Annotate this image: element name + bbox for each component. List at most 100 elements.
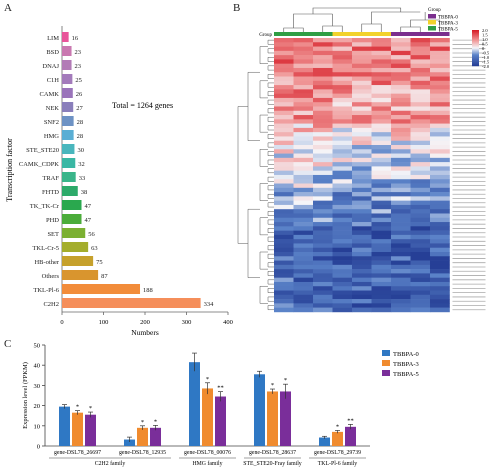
heatmap-cell (293, 162, 314, 167)
heatmap-cell (430, 256, 450, 261)
heatmap-cell (274, 281, 294, 287)
heatmap-cell (371, 234, 392, 240)
heatmap-cell (410, 230, 431, 236)
heatmap-cell (274, 166, 294, 171)
colorbar-tick-label: 2.0 (482, 28, 488, 33)
category-label: TRAF (42, 175, 59, 182)
heatmap-cell (313, 252, 333, 257)
y-tick-label: 0 (37, 444, 40, 451)
heatmap-cell (313, 192, 333, 197)
significance-mark: * (336, 423, 339, 430)
heatmap-cell (352, 149, 372, 154)
heatmap-cell (391, 286, 411, 291)
heatmap-cell (371, 196, 392, 201)
heatmap-cell (313, 97, 333, 103)
colorbar-segment (472, 45, 479, 47)
heatmap-cell (430, 149, 450, 154)
heatmap-cell (274, 115, 294, 120)
heatmap-cell (274, 196, 294, 201)
significance-mark: ** (217, 385, 224, 392)
heatmap-cell (332, 234, 353, 240)
bar-tbbpa-5-gene-dsl78-12935 (150, 427, 161, 446)
heatmap-cell (293, 286, 314, 291)
value-label: 33 (79, 175, 86, 182)
group-cell (352, 32, 372, 36)
heatmap-cell (274, 256, 294, 261)
heatmap-cell (313, 264, 333, 270)
heatmap-cell (410, 299, 431, 304)
heatmap-cell (430, 286, 450, 291)
bar-nek (62, 102, 74, 112)
column-dendrogram (283, 7, 441, 32)
heatmap-cell (332, 281, 353, 287)
heatmap-cell (430, 264, 450, 270)
heatmap-cell (274, 252, 294, 257)
colorbar-segment (472, 64, 479, 66)
heatmap-cell (332, 42, 353, 47)
heatmap-cell (371, 209, 392, 214)
heatmap-cell (410, 153, 431, 159)
heatmap-cell (410, 110, 431, 116)
heatmap-cell (410, 59, 431, 64)
heatmap-cell (391, 80, 411, 86)
heatmap-cell (410, 243, 431, 249)
heatmap-cell (410, 286, 431, 291)
value-label: 75 (96, 259, 103, 266)
heatmap-cell (410, 42, 431, 47)
heatmap-cell (293, 217, 314, 223)
heatmap-cell (430, 140, 450, 146)
heatmap-cell (352, 115, 372, 120)
heatmap-cell (410, 119, 431, 124)
category-label: DNAJ (42, 63, 59, 70)
value-label: 23 (75, 63, 82, 70)
group-cell (332, 32, 352, 36)
heatmap-cell (410, 200, 431, 206)
heatmap-cell (391, 209, 411, 214)
legend-swatch (382, 360, 390, 366)
group-legend-swatch (428, 14, 436, 19)
x-tick-label: 100 (99, 319, 109, 326)
heatmap-cell (410, 269, 431, 274)
heatmap-cell (313, 294, 333, 300)
heatmap-cell (313, 55, 333, 60)
heatmap-cell (352, 303, 372, 308)
heatmap-cell (332, 264, 353, 270)
heatmap-cell (391, 243, 411, 249)
bar-tbbpa-5-gene-dsl78-00076 (215, 396, 226, 446)
heatmap-cell (274, 303, 294, 308)
heatmap-cell (371, 256, 392, 261)
value-label: 47 (85, 217, 92, 224)
bar-tk-tk-cr (62, 200, 82, 210)
heatmap-cell (274, 260, 294, 266)
tf-count-bar-chart: LIM 16 BSD 23 DNAJ 23 C1H 25 CAMK 26 NEK 27 SNF2 28 HM… (5, 26, 233, 335)
colorbar-segment (472, 32, 479, 34)
heatmap-cell (430, 110, 450, 116)
heatmap-cell (352, 299, 372, 304)
heatmap-cell (293, 42, 314, 47)
heatmap-cell (371, 157, 392, 163)
bar-tbbpa-5-gene-dsl78-28637 (280, 391, 291, 446)
colorbar-segment (472, 35, 479, 37)
heatmap-cell (332, 85, 353, 90)
heatmap-cell (371, 38, 392, 43)
bar-set (62, 228, 86, 238)
heatmap-cell (313, 149, 333, 154)
value-label: 25 (75, 77, 82, 84)
heatmap-cell (313, 187, 333, 193)
category-label: gene-DSL78_00076 (184, 450, 231, 456)
heatmap-cell (293, 50, 314, 56)
heatmap-cell (410, 89, 431, 94)
heatmap-cell (352, 102, 372, 107)
family-label: C2H2 family (95, 460, 126, 467)
heatmap-cell (332, 222, 353, 227)
heatmap-cell (293, 97, 314, 103)
heatmap-cell (293, 127, 314, 133)
y-tick-label: 40 (34, 363, 41, 370)
category-label: SET (47, 231, 59, 238)
heatmap-cell (391, 307, 411, 313)
heatmap-cell (293, 166, 314, 171)
category-label: HMG (44, 133, 59, 140)
heatmap-cell (274, 183, 294, 189)
heatmap-cell (352, 269, 372, 274)
colorbar-segment (472, 34, 479, 36)
